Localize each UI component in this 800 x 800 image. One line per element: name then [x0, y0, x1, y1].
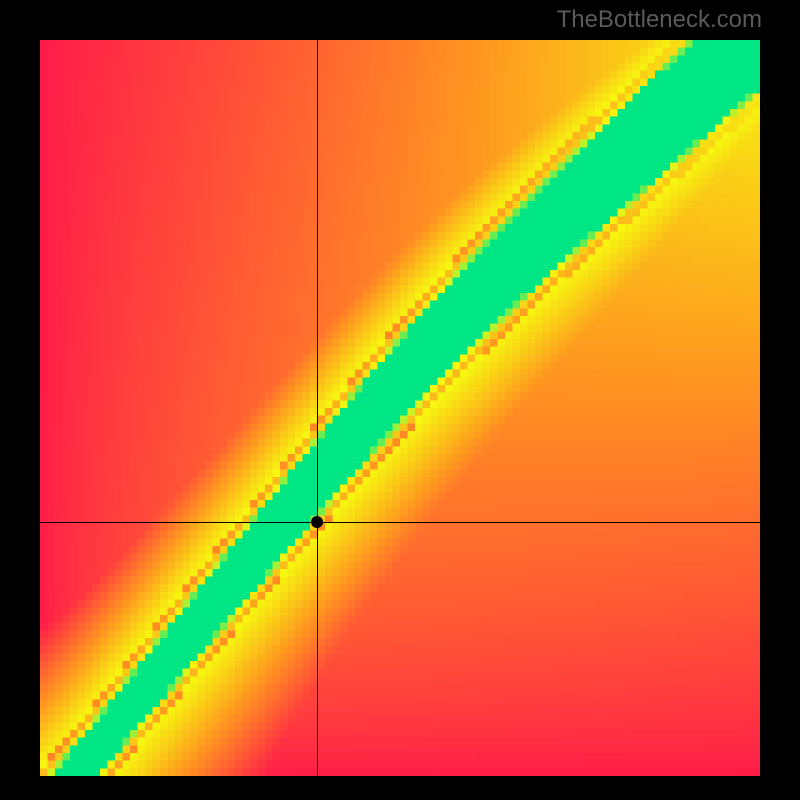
attribution-text: TheBottleneck.com	[557, 6, 762, 34]
crosshair-vertical	[317, 40, 318, 776]
bottleneck-heatmap	[40, 40, 760, 776]
crosshair-horizontal	[40, 522, 760, 523]
heatmap-canvas	[40, 40, 760, 776]
